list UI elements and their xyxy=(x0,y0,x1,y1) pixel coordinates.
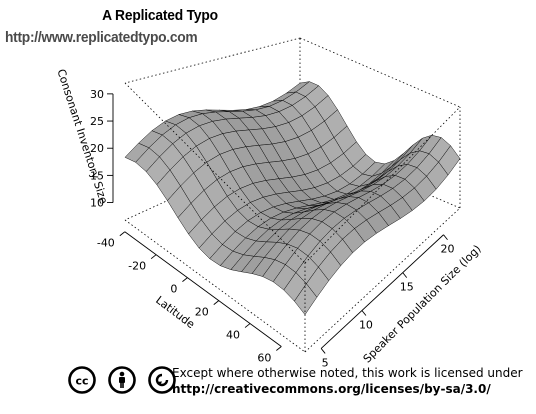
box-edge-front-top-right xyxy=(304,106,461,264)
z-tick-label: 20 xyxy=(90,142,104,155)
plot-box-front xyxy=(124,82,461,353)
x-tick xyxy=(150,254,157,260)
x-tick-label: 60 xyxy=(257,352,271,365)
y-axis-line xyxy=(320,234,444,349)
y-axis-title: Speaker Population Size (log) xyxy=(361,242,484,365)
box-edge-front-top-left xyxy=(124,82,306,264)
y-tick-label: 15 xyxy=(400,281,414,294)
x-tick xyxy=(182,277,188,283)
cc-icon[interactable]: cc xyxy=(68,366,96,394)
x-tick xyxy=(244,323,251,328)
x-tick-label: 20 xyxy=(195,306,209,319)
x-tick-label: -40 xyxy=(97,237,115,250)
box-edge-front-bottom-left xyxy=(124,219,306,353)
z-tick-label: 30 xyxy=(90,88,104,101)
y-tick-label: 20 xyxy=(441,243,455,256)
surface-facet xyxy=(294,283,318,316)
surface-mesh xyxy=(124,81,461,316)
y-tick-label: 5 xyxy=(322,356,329,369)
sa-icon[interactable] xyxy=(148,366,176,394)
site-title: A Replicated Typo xyxy=(102,7,218,24)
svg-text:cc: cc xyxy=(75,375,88,388)
x-tick-label: 0 xyxy=(170,283,177,296)
z-tick-label: 10 xyxy=(90,197,104,210)
box-edge-front-bottom-right xyxy=(304,207,461,353)
y-tick xyxy=(320,348,326,354)
by-icon[interactable] xyxy=(108,366,136,394)
z-tick-label: 25 xyxy=(90,115,104,128)
z-tick-label: 15 xyxy=(90,169,104,182)
x-tick-label: -20 xyxy=(128,260,146,273)
box-edge-back-top-right xyxy=(299,37,461,108)
site-url[interactable]: http://www.replicatedtypo.com xyxy=(5,29,198,46)
x-axis-line xyxy=(124,231,282,347)
license-text: Except where otherwise noted, this work … xyxy=(172,366,523,380)
y-tick xyxy=(443,234,448,241)
license-link[interactable]: http://creativecommons.org/licenses/by-s… xyxy=(172,382,491,396)
y-tick xyxy=(402,272,408,278)
box-edge-back-top-left xyxy=(124,37,301,84)
x-tick xyxy=(213,300,220,305)
y-tick-label: 10 xyxy=(359,319,373,332)
x-tick xyxy=(276,346,282,351)
x-tick-label: 40 xyxy=(226,329,240,342)
x-axis-title: Latitude xyxy=(153,294,197,332)
y-tick xyxy=(361,310,367,316)
x-tick xyxy=(119,231,126,237)
